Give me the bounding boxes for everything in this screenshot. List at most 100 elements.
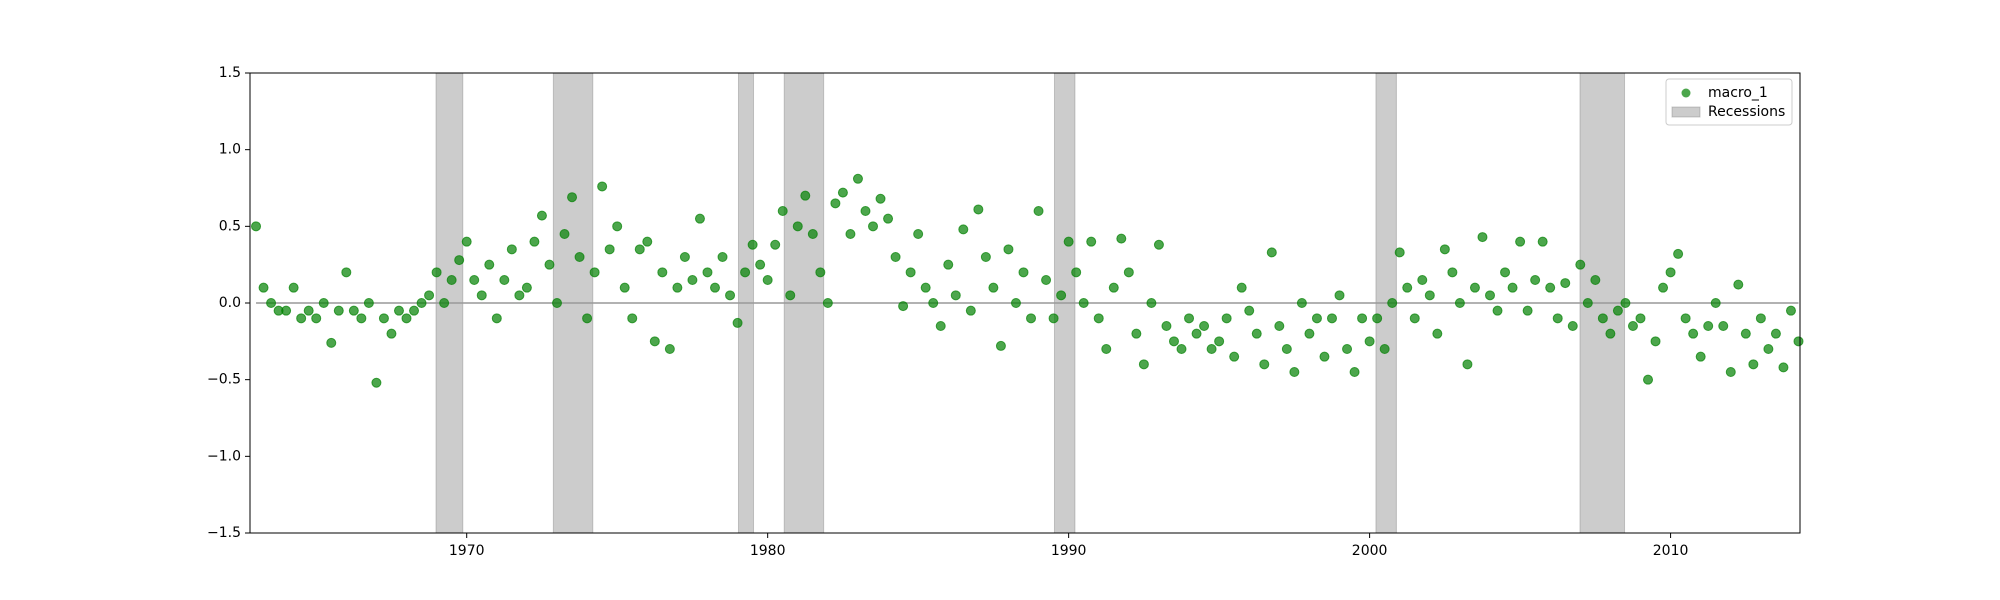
data-point [687, 275, 698, 285]
data-point [1597, 313, 1608, 324]
data-point [1041, 275, 1052, 285]
data-point [348, 305, 359, 316]
data-point [1740, 328, 1751, 339]
data-point [1123, 267, 1134, 278]
legend-box [1665, 78, 1793, 126]
data-point [1575, 259, 1586, 270]
data-point [1101, 344, 1112, 354]
data-point [1650, 336, 1661, 347]
y-tick-label: 0.5 [219, 218, 241, 234]
data-point [529, 236, 540, 247]
data-point [551, 298, 562, 308]
data-point [837, 187, 848, 198]
data-point [1522, 305, 1533, 316]
data-point [1748, 359, 1759, 370]
data-point [1266, 247, 1277, 258]
data-point [1372, 313, 1383, 324]
data-point [1326, 313, 1337, 324]
data-point [1221, 313, 1232, 324]
data-point [1612, 305, 1623, 316]
data-point [356, 313, 367, 324]
data-point [1665, 267, 1676, 278]
data-point [1357, 313, 1368, 324]
data-point [371, 377, 382, 388]
data-point [574, 252, 585, 262]
data-point [1093, 313, 1104, 324]
data-point [928, 298, 939, 308]
data-point [672, 282, 683, 293]
data-point [1620, 298, 1631, 308]
y-tick-label: −1.0 [207, 448, 241, 464]
data-point [1296, 298, 1307, 308]
data-point [1116, 233, 1127, 244]
data-point [1146, 298, 1157, 308]
data-point [1071, 267, 1082, 278]
data-point [1605, 328, 1616, 339]
data-point [1439, 244, 1450, 255]
data-point [649, 336, 660, 347]
y-tick-label: −1.5 [207, 525, 241, 541]
data-point [559, 229, 570, 239]
data-point [868, 221, 879, 232]
data-point [1710, 298, 1721, 308]
data-point [1108, 282, 1119, 293]
data-point [822, 298, 833, 308]
data-point [1635, 313, 1646, 324]
data-point [454, 255, 465, 266]
data-point [785, 290, 796, 301]
y-tick-label: 0.0 [219, 295, 241, 311]
data-point [296, 313, 307, 324]
data-point [597, 181, 608, 192]
data-point [988, 282, 999, 293]
data-point [740, 267, 751, 278]
data-point [1184, 313, 1195, 324]
data-point [860, 206, 871, 216]
data-point [958, 224, 969, 235]
data-point [770, 239, 781, 250]
data-point [627, 313, 638, 324]
data-point [619, 282, 630, 293]
data-point [1364, 336, 1375, 347]
data-point [1138, 359, 1149, 370]
data-point [469, 275, 480, 285]
data-point [514, 290, 525, 301]
data-point [1454, 298, 1465, 308]
data-point [1063, 236, 1074, 247]
data-point [1469, 282, 1480, 293]
data-point [950, 290, 961, 301]
y-tick-label: −0.5 [207, 372, 241, 388]
data-point [694, 213, 705, 224]
data-point [1793, 336, 1804, 347]
data-point [424, 290, 435, 301]
data-point [777, 206, 788, 216]
data-point [905, 267, 916, 278]
data-point [1424, 290, 1435, 301]
data-point [288, 282, 299, 293]
data-point [258, 282, 269, 293]
data-point [973, 204, 984, 215]
data-point [416, 298, 427, 308]
data-point [1763, 344, 1774, 354]
data-point [1673, 248, 1684, 259]
data-point [1394, 247, 1405, 258]
data-point [386, 328, 397, 339]
data-point [1545, 282, 1556, 293]
data-point [446, 275, 457, 285]
data-point [1048, 313, 1059, 324]
legend-label: macro_1 [1708, 85, 1768, 101]
data-point [1281, 344, 1292, 354]
data-point [792, 221, 803, 232]
data-point [1537, 236, 1548, 247]
data-point [935, 321, 946, 331]
data-point [1560, 278, 1571, 289]
data-point [589, 267, 600, 278]
data-point [1695, 351, 1706, 362]
data-point [1703, 321, 1714, 331]
data-point [1477, 232, 1488, 243]
data-point [326, 337, 337, 348]
data-point [1492, 305, 1503, 316]
data-point [830, 198, 841, 209]
data-point [807, 229, 818, 239]
